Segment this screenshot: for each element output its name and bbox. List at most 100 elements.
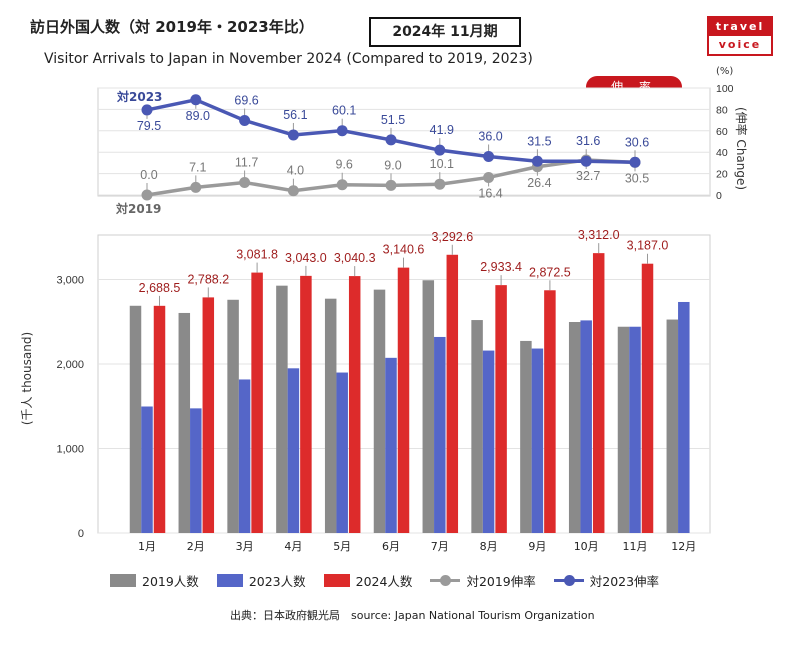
data-label-vs2023: 56.1 [283, 108, 307, 122]
bar-2019 [568, 322, 581, 533]
x-axis-tick-label: 10月 [574, 540, 599, 553]
bar-2023 [629, 326, 641, 533]
bar-2023 [336, 372, 348, 533]
series-tag-vs2023: 対2023 [116, 89, 162, 104]
bar-2024 [592, 253, 605, 534]
x-axis-tick-label: 7月 [431, 540, 449, 553]
data-point-vs2019 [141, 189, 153, 201]
data-label-vs2023: 89.0 [186, 109, 210, 123]
data-label-vs2019: 10.1 [430, 157, 454, 171]
data-label-vs2023: 79.5 [137, 119, 161, 133]
data-label-vs2023: 60.1 [332, 104, 356, 118]
legend-swatch-vs2023 [553, 574, 584, 587]
legend-label-vs2019: 対2019伸率 [466, 573, 536, 589]
legend-item-vs2019: 対2019伸率 [430, 571, 536, 590]
page-subtitle: Visitor Arrivals to Japan in November 20… [44, 51, 533, 67]
x-axis-tick-label: 3月 [236, 540, 254, 553]
bar-2019 [129, 305, 142, 533]
legend-swatch-2019 [110, 573, 136, 587]
bar-2024 [348, 276, 361, 533]
data-label-vs2019: 9.6 [336, 158, 353, 172]
data-point-vs2023 [629, 156, 641, 168]
legend-label-vs2023: 対2023伸率 [589, 573, 660, 589]
bar-value-label-2024: 3,187.0 [627, 239, 669, 253]
data-point-vs2023 [483, 150, 495, 162]
legend-label-2024: 2024人数 [355, 573, 413, 589]
bar-2019 [324, 298, 337, 533]
page-title: 訪日外国人数（対 2019年・2023年比） [30, 18, 314, 36]
bar-2019 [666, 319, 679, 533]
data-point-vs2023 [190, 94, 202, 106]
bar-2023 [678, 301, 690, 533]
logo-top-text: travel [709, 18, 771, 36]
legend-item-2024: 2024人数 [323, 571, 413, 590]
data-point-vs2019 [483, 171, 495, 183]
x-axis-tick-label: 8月 [480, 540, 498, 553]
data-label-vs2019: 26.4 [527, 176, 551, 190]
x-axis-tick-label: 12月 [671, 540, 696, 553]
bar-2024 [446, 254, 459, 533]
logo-bottom-text: voice [718, 38, 762, 51]
bar-2024 [153, 305, 166, 533]
x-axis-tick-label: 1月 [138, 540, 156, 553]
data-point-vs2023 [531, 155, 543, 167]
bar-value-label-2024: 2,872.5 [529, 265, 571, 279]
bar-2023 [287, 368, 300, 533]
legend-item-2023: 2023人数 [216, 571, 306, 590]
legend: 2019人数 2023人数 2024人数 対2019伸率 対2023伸率 [110, 568, 730, 592]
data-point-vs2023 [385, 134, 397, 146]
left-axis-tick-label: 0 [78, 528, 84, 540]
legend-swatch-2023 [216, 573, 243, 587]
legend-label-2023: 2023人数 [248, 573, 306, 589]
data-point-vs2019 [336, 179, 348, 191]
bar-2019 [178, 312, 191, 533]
bar-value-label-2024: 2,788.2 [187, 272, 229, 286]
data-point-vs2023 [141, 104, 153, 116]
bar-2023 [434, 336, 446, 533]
bar-value-label-2024: 2,933.4 [480, 260, 522, 274]
bar-2024 [251, 272, 263, 533]
bar-2023 [531, 348, 544, 533]
left-axis-tick-label: 1,000 [56, 444, 84, 456]
data-label-vs2023: 31.6 [576, 134, 600, 148]
data-label-vs2023: 30.6 [625, 135, 649, 149]
data-point-vs2019 [434, 178, 446, 190]
legend-item-vs2023: 対2023伸率 [553, 571, 660, 590]
bar-value-label-2024: 3,040.3 [334, 251, 376, 265]
left-axis-tick-label: 3,000 [56, 275, 84, 287]
bar-value-label-2024: 3,043.0 [285, 251, 327, 265]
bar-2019 [422, 280, 435, 533]
bar-value-label-2024: 3,292.6 [431, 230, 473, 244]
x-axis-tick-label: 5月 [333, 540, 351, 553]
bar-2019 [227, 299, 239, 533]
bar-2023 [385, 357, 397, 533]
bar-value-label-2024: 3,081.8 [236, 248, 278, 262]
bar-2024 [544, 290, 556, 533]
bar-2019 [373, 289, 386, 533]
bar-2019 [276, 285, 288, 533]
data-label-vs2019: 30.5 [625, 171, 649, 185]
bar-2024 [495, 285, 507, 533]
x-axis-tick-label: 11月 [623, 540, 648, 553]
data-label-vs2023: 69.6 [234, 94, 258, 108]
right-axis-tick-label: 0 [716, 190, 722, 202]
bar-2023 [482, 350, 495, 533]
x-axis-tick-label: 9月 [528, 540, 546, 553]
data-point-vs2023 [580, 155, 592, 167]
percent-unit-label: (%) [716, 66, 734, 77]
x-axis-tick-label: 4月 [284, 540, 302, 553]
bar-2023 [141, 406, 153, 533]
bar-2024 [641, 263, 654, 533]
x-axis-tick-label: 2月 [187, 540, 205, 553]
bar-value-label-2024: 3,140.6 [383, 243, 425, 257]
legend-label-2019: 2019人数 [142, 573, 199, 589]
right-axis-tick-label: 40 [716, 147, 728, 159]
travelvoice-logo: travel voice [707, 16, 773, 56]
right-axis-tick-label: 60 [716, 126, 728, 138]
data-point-vs2019 [190, 181, 202, 193]
data-label-vs2019: 16.4 [478, 186, 502, 200]
data-label-vs2019: 32.7 [576, 169, 600, 183]
data-label-vs2019: 11.7 [235, 155, 258, 169]
data-label-vs2023: 41.9 [430, 123, 454, 137]
bar-2019 [520, 340, 532, 533]
